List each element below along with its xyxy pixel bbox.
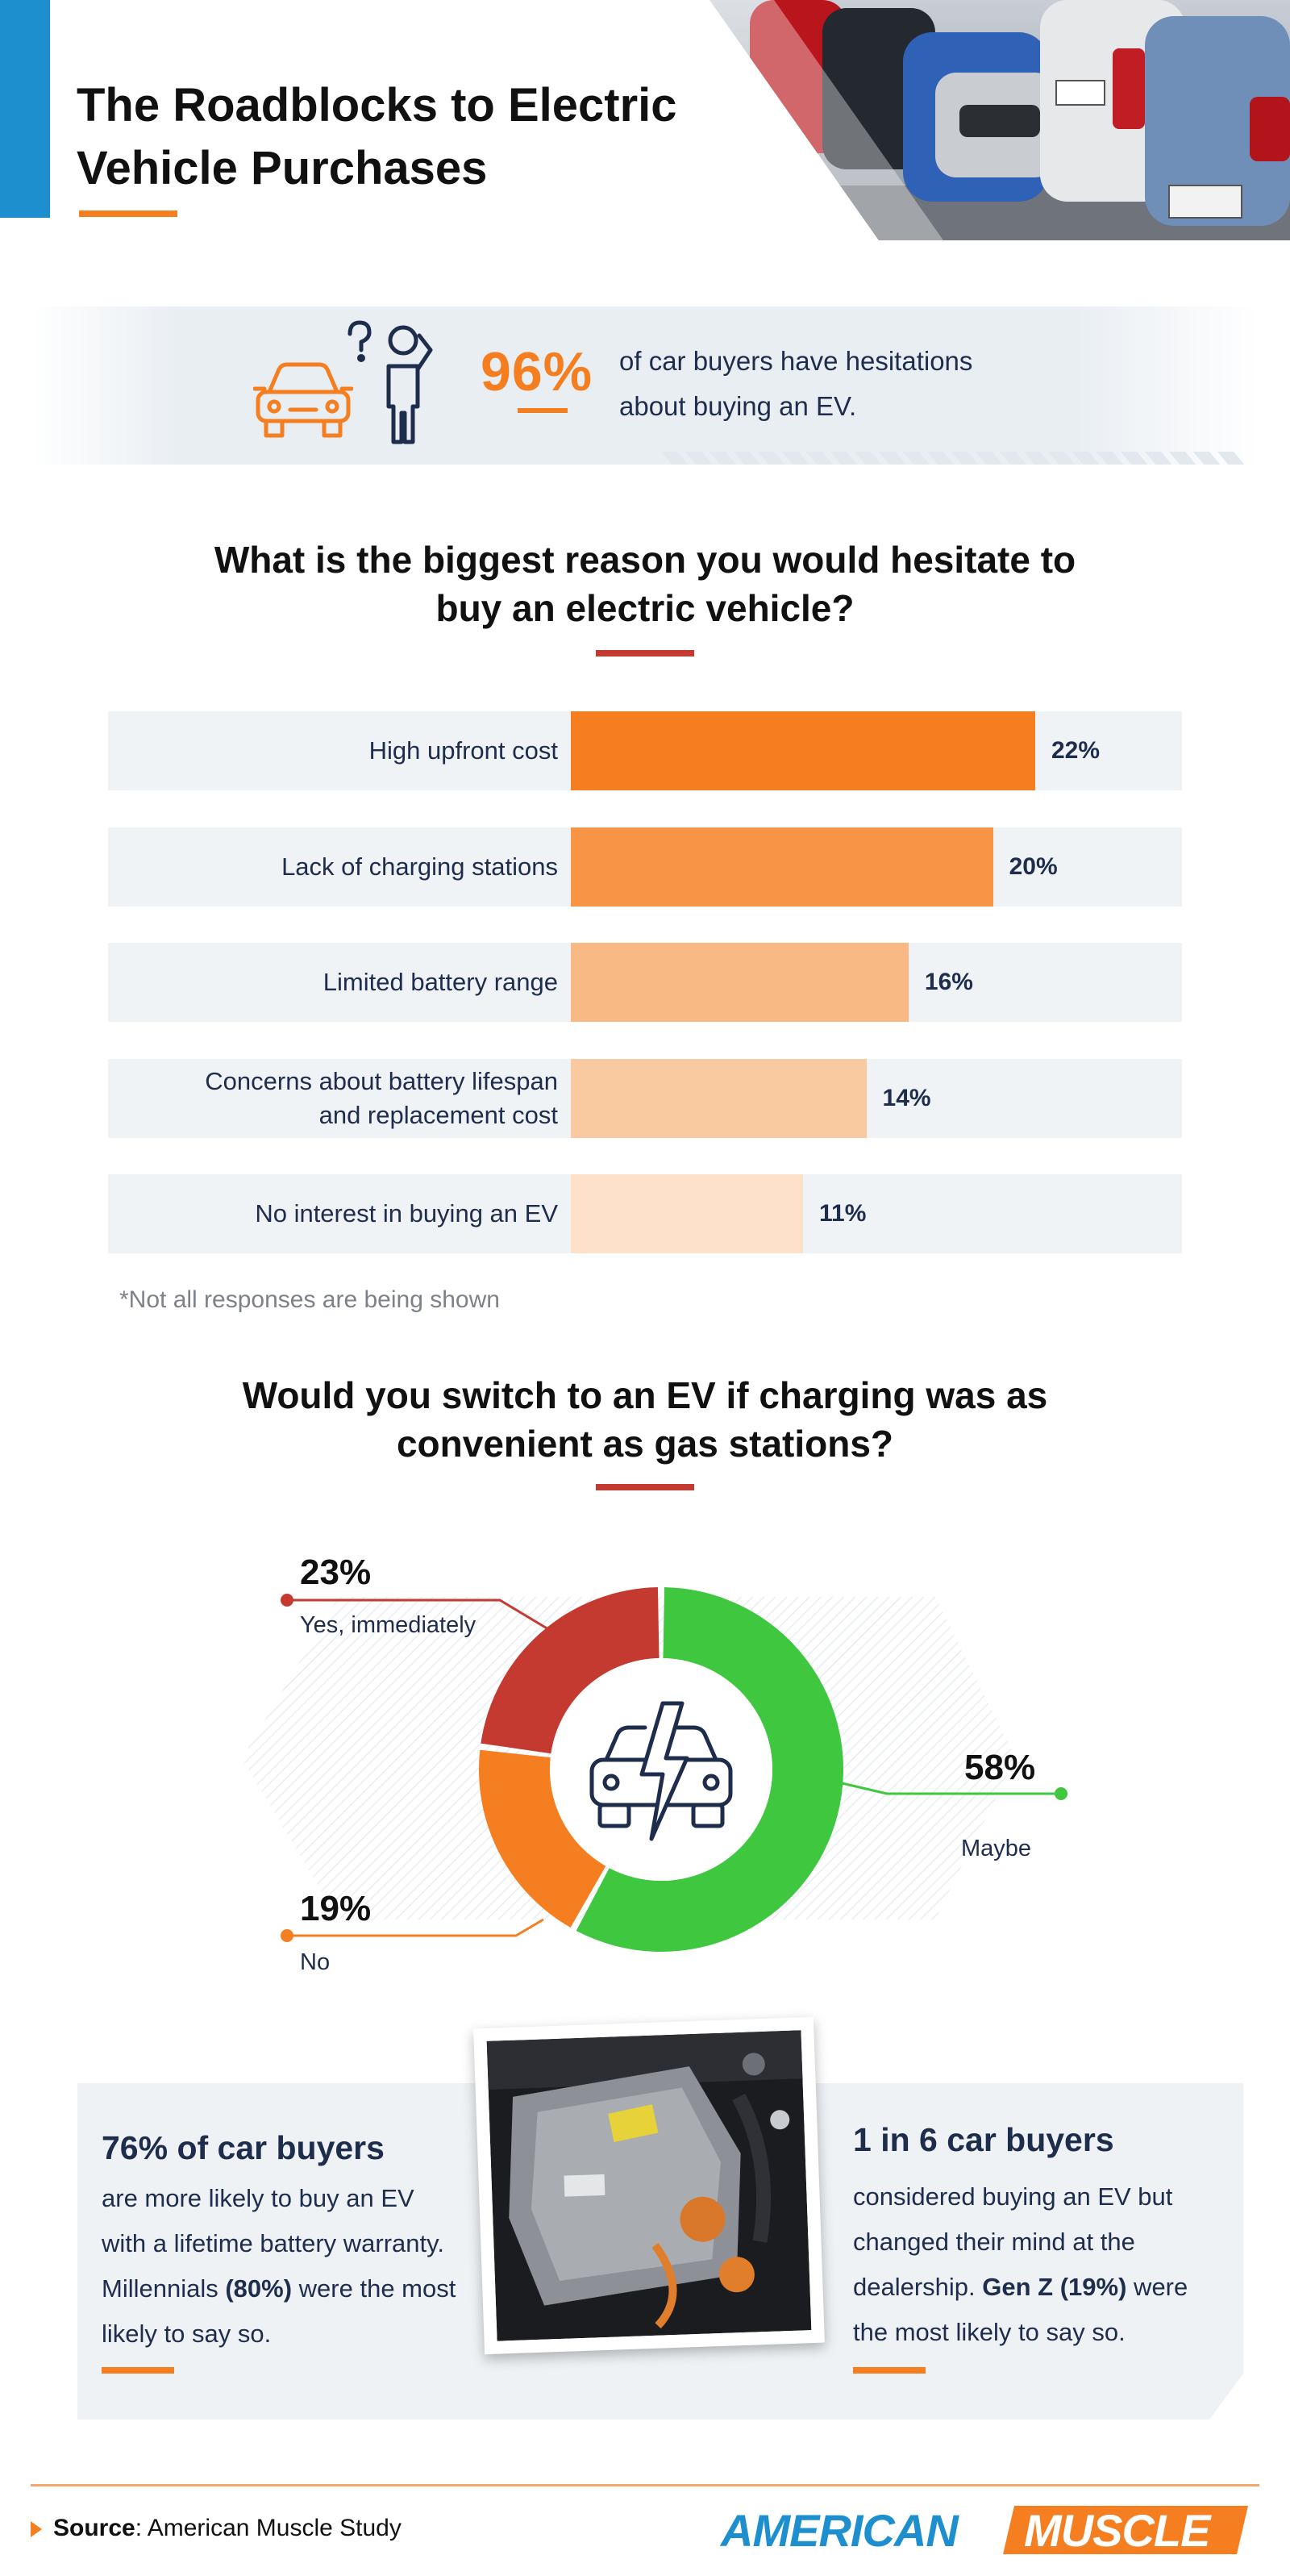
donut-chart-heading-line-1: Would you switch to an EV if charging wa… [242,1374,1048,1416]
bar-row: Concerns about battery lifespan and repla… [108,1058,1182,1138]
bar-chart-heading: What is the biggest reason you would hes… [161,536,1129,632]
bar-row: No interest in buying an EV 11% [108,1174,1182,1253]
stat-percent-underline [518,408,568,413]
donut-value-label-no: 19% [300,1889,372,1928]
warranty-stat-line-1: are more likely to buy an EV [102,2184,414,2212]
title-underline [79,210,177,217]
source-citation: Source: American Muscle Study [53,2515,402,2542]
warranty-stat-line-3: Millennials (80%) were the most [102,2266,481,2311]
donut-slice-no [479,1749,606,1928]
bar-chart-footnote: *Not all responses are being shown [119,1286,500,1313]
stat-banner-background [32,306,1258,465]
dealership-stat-headline: 1 in 6 car buyers [853,2121,1114,2158]
source-text: : American Muscle Study [135,2515,402,2541]
warranty-stat-rule [102,2367,174,2374]
bar-category-label: Concerns about battery lifespan and repla… [205,1066,558,1129]
americanmuscle-logo: AMERICAN MUSCLE [719,2505,1248,2556]
donut-leader-no [287,1918,544,1937]
donut-chart-heading: Would you switch to an EV if charging wa… [161,1371,1129,1468]
dealership-stat-line-3c: were [1126,2273,1188,2301]
warranty-stat-line-4: likely to say so. [102,2320,272,2348]
donut-value-label-maybe: 58% [964,1748,1036,1787]
electric-car-bolt-icon [589,1701,733,1841]
dealership-stat-line-4: the most likely to say so. [853,2318,1126,2346]
donut-leader-maybe-dot [1055,1787,1067,1800]
logo-text-american: AMERICAN [719,2505,959,2556]
ev-battery-engine-photo [486,2030,812,2341]
donut-slice-maybe [576,1587,843,1952]
bar [571,1174,803,1253]
bar-value-label: 11% [819,1200,867,1227]
footer-rule [31,2484,1259,2486]
source-label: Source [53,2515,135,2541]
donut-chart-heading-line-2: convenient as gas stations? [396,1423,894,1465]
page-title-line-1: The Roadblocks to Electric [77,79,677,131]
donut-chart-heading-rule [596,1484,694,1490]
donut-leader-yes-dot [281,1594,293,1607]
bar-value-label: 22% [1051,737,1101,764]
donut-leader-yes [287,1599,549,1631]
bar [571,1058,867,1138]
bar [571,943,909,1022]
bar-row: Lack of charging stations 20% [108,827,1182,907]
donut-leader-no-dot [281,1929,293,1942]
confused-person-icon [347,320,433,444]
dealership-stat-body: considered buying an EV but changed thei… [853,2174,1232,2355]
dealership-stat-line-3a: dealership. [853,2273,983,2301]
parked-cars-photo [710,0,1290,240]
bar-chart-heading-line-1: What is the biggest reason you would hes… [214,539,1076,581]
source-arrow-icon [31,2521,42,2537]
warranty-stat-line-2: with a lifetime battery warranty. [102,2229,444,2257]
bar-value-label: 16% [924,969,973,995]
donut-value-label-yes: 23% [300,1553,372,1592]
donut-category-label-no: No [300,1949,331,1975]
stat-description-line-2: about buying an EV. [619,391,857,421]
page-title: The Roadblocks to Electric Vehicle Purch… [77,74,738,200]
bar-category-label: High upfront cost [368,736,558,765]
gen-z-percent: Gen Z (19%) [982,2273,1127,2301]
page-title-line-2: Vehicle Purchases [77,142,488,194]
dealership-stat-line-3: dealership. Gen Z (19%) were [853,2265,1232,2310]
bar-chart-heading-rule [596,650,694,657]
header-accent-bar [0,0,50,218]
bar-row: High upfront cost 22% [108,711,1182,790]
warranty-stat-line-3c: were the most [292,2274,456,2303]
bar [571,711,1035,790]
donut-leader-maybe [838,1781,1061,1795]
ev-switch-donut-chart [242,1587,1067,1952]
donut-category-label-yes: Yes, immediately [300,1612,476,1638]
dealership-stat-rule [853,2367,926,2374]
stat-percent: 96% [481,341,593,402]
warranty-stat-body: are more likely to buy an EV with a life… [102,2176,481,2357]
stat-description: of car buyers have hesitations about buy… [619,339,1071,429]
bar-category-label: Lack of charging stations [281,852,558,881]
bar-chart-heading-line-2: buy an electric vehicle? [435,587,855,629]
donut-slice-yes [481,1587,660,1754]
battery-photo-card [473,2016,825,2355]
logo-text-muscle: MUSCLE [1024,2505,1212,2556]
bar-row: Limited battery range 16% [108,943,1182,1022]
warranty-stat-line-3a: Millennials [102,2274,226,2303]
bar-category-label: Limited battery range [322,968,558,996]
bar [571,827,993,907]
bar-category-label: No interest in buying an EV [255,1199,558,1228]
millennials-percent: (80%) [225,2274,293,2303]
dealership-stat-line-2: changed their mind at the [853,2228,1135,2256]
dealership-stat-line-1: considered buying an EV but [853,2182,1173,2211]
warranty-stat-headline: 76% of car buyers [102,2129,385,2166]
bar-value-label: 14% [882,1084,931,1111]
car-icon [253,362,353,438]
stat-description-line-1: of car buyers have hesitations [619,346,973,376]
donut-category-label-maybe: Maybe [961,1836,1032,1861]
bar-value-label: 20% [1009,852,1058,880]
